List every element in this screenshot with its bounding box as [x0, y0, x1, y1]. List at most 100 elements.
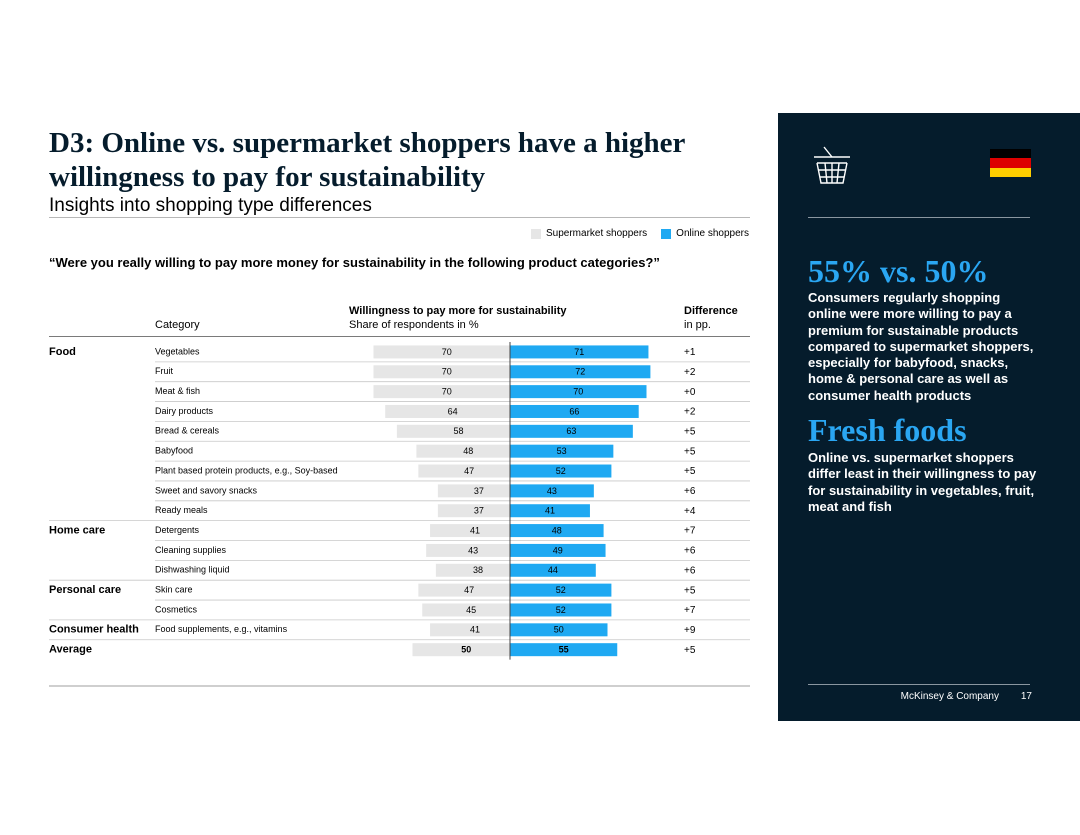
value-label-supermarket: 37 — [474, 506, 484, 516]
bar-supermarket — [437, 504, 510, 518]
column-header-willingness: Willingness to pay more for sustainabili… — [349, 304, 567, 332]
bar-supermarket — [373, 365, 510, 379]
header-divider — [49, 336, 750, 337]
category-label: Babyfood — [155, 446, 193, 456]
value-label-supermarket: 58 — [453, 426, 463, 436]
bar-online — [510, 623, 608, 637]
bar-online — [510, 424, 633, 438]
category-label: Plant based protein products, e.g., Soy-… — [155, 465, 338, 475]
category-label: Cleaning supplies — [155, 545, 227, 555]
group-label: Home care — [49, 524, 105, 536]
group-label: Personal care — [49, 584, 121, 596]
group-label: Average — [49, 644, 92, 656]
bar-supermarket — [373, 345, 510, 359]
bar-online — [510, 603, 612, 617]
bar-online — [510, 504, 590, 518]
column-header-difference-sub: in pp. — [684, 319, 711, 331]
category-label: Fruit — [155, 366, 173, 376]
bar-online — [510, 345, 649, 359]
bar-supermarket — [418, 583, 510, 597]
value-label-online: 43 — [547, 486, 557, 496]
bar-supermarket — [426, 543, 510, 557]
value-label-online: 63 — [566, 426, 576, 436]
bar-supermarket — [385, 404, 510, 418]
shopping-basket-icon — [814, 146, 850, 184]
bar-online — [510, 524, 604, 538]
bar-supermarket — [430, 623, 510, 637]
bar-online — [510, 543, 606, 557]
value-label-supermarket: 70 — [442, 367, 452, 377]
value-label-supermarket: 47 — [464, 466, 474, 476]
value-label-online: 72 — [575, 367, 585, 377]
panel-footer-divider — [808, 684, 1030, 685]
value-label-supermarket: 41 — [470, 625, 480, 635]
legend-item-supermarket: Supermarket shoppers — [531, 228, 647, 239]
difference-label: +1 — [684, 347, 696, 358]
value-label-online: 52 — [556, 466, 566, 476]
survey-question: “Were you really willing to pay more mon… — [49, 255, 660, 270]
column-header-category: Category — [155, 318, 200, 332]
difference-label: +5 — [684, 426, 696, 437]
chart-legend: Supermarket shoppers Online shoppers — [531, 228, 749, 239]
insight-panel: 55% vs. 50% Consumers regularly shopping… — [778, 113, 1080, 721]
column-header-difference-title: Difference — [684, 305, 738, 317]
bar-supermarket — [437, 484, 510, 498]
group-label: Consumer health — [49, 624, 139, 636]
category-label: Dishwashing liquid — [155, 565, 230, 575]
value-label-supermarket: 70 — [442, 387, 452, 397]
category-label: Food supplements, e.g., vitamins — [155, 624, 288, 634]
value-label-supermarket: 41 — [470, 525, 480, 535]
difference-label: +6 — [684, 486, 696, 497]
category-label: Ready meals — [155, 505, 208, 515]
category-label: Bread & cereals — [155, 426, 220, 436]
bar-online — [510, 385, 647, 399]
value-label-supermarket: 64 — [448, 406, 458, 416]
value-label-online: 53 — [557, 446, 567, 456]
column-header-willingness-sub: Share of respondents in % — [349, 319, 479, 331]
bar-supermarket — [412, 643, 510, 657]
bar-supermarket — [373, 385, 510, 399]
value-label-supermarket: 48 — [463, 446, 473, 456]
bar-supermarket — [435, 563, 510, 577]
bar-supermarket — [430, 524, 510, 538]
bar-supermarket — [396, 424, 510, 438]
panel-divider — [808, 217, 1030, 218]
category-label: Sweet and savory snacks — [155, 485, 258, 495]
category-label: Meat & fish — [155, 386, 200, 396]
difference-label: +5 — [684, 585, 696, 596]
bar-online — [510, 464, 612, 478]
column-header-category-label: Category — [155, 319, 200, 331]
value-label-online: 52 — [556, 605, 566, 615]
bar-supermarket — [422, 603, 510, 617]
bar-online — [510, 563, 596, 577]
category-label: Vegetables — [155, 346, 200, 356]
value-label-online: 48 — [552, 525, 562, 535]
value-label-online: 70 — [573, 387, 583, 397]
bar-online — [510, 484, 594, 498]
page-title: D3: Online vs. supermarket shoppers have… — [49, 127, 685, 193]
category-label: Dairy products — [155, 406, 214, 416]
category-label: Detergents — [155, 525, 200, 535]
difference-label: +4 — [684, 506, 696, 517]
bar-online — [510, 583, 612, 597]
legend-item-online: Online shoppers — [661, 228, 749, 239]
column-header-willingness-title: Willingness to pay more for sustainabili… — [349, 305, 567, 317]
difference-label: +5 — [684, 645, 696, 656]
difference-label: +5 — [684, 466, 696, 477]
difference-label: +5 — [684, 446, 696, 457]
footer-page-number: 17 — [1020, 691, 1032, 702]
value-label-supermarket: 43 — [468, 545, 478, 555]
bar-online — [510, 444, 614, 458]
difference-label: +7 — [684, 605, 696, 616]
group-label: Food — [49, 346, 76, 358]
column-header-difference: Difference in pp. — [684, 304, 738, 332]
divider — [49, 217, 750, 218]
value-label-supermarket: 47 — [464, 585, 474, 595]
value-label-online: 44 — [548, 565, 558, 575]
value-label-online: 50 — [554, 625, 564, 635]
legend-label-supermarket: Supermarket shoppers — [546, 228, 648, 239]
value-label-online: 71 — [574, 347, 584, 357]
stat-headline-1: 55% vs. 50% — [808, 253, 989, 289]
legend-swatch-online — [661, 228, 672, 239]
difference-label: +0 — [684, 387, 696, 398]
